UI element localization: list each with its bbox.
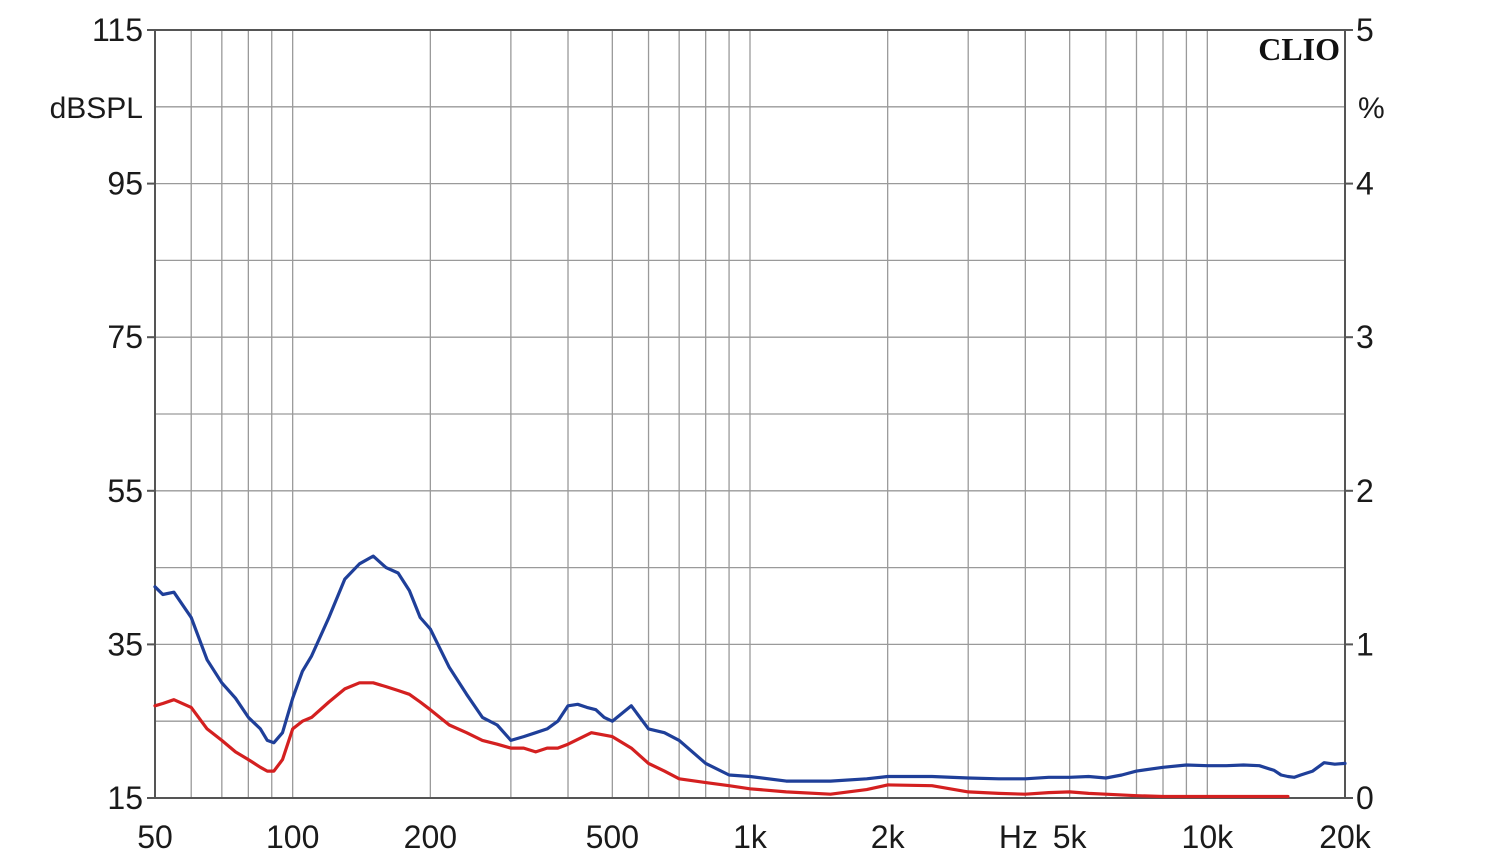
labels-layer: 50 100 200 500 1k 2k 5k 10k 20k 115 95 75 55 35 15 5 4 3 2… [92,12,1374,855]
x-tick-label: 10k [1182,819,1235,855]
y-left-tick-label: 55 [107,473,143,509]
x-tick-label: 100 [266,819,319,855]
plot-frame [154,29,1346,799]
y-left-tick-label: 15 [107,780,143,816]
series-layer [153,554,1347,799]
y-right-tick-label: 4 [1356,166,1374,202]
brand-logo: CLIO [1258,31,1340,67]
x-tick-label: 500 [586,819,639,855]
x-tick-label: 20k [1319,819,1372,855]
x-tick-label: 50 [137,819,173,855]
y-right-tick-label: 5 [1356,12,1374,48]
y-right-tick-label: 3 [1356,319,1374,355]
y-right-axis-label: % [1358,92,1385,125]
grid [155,30,1345,798]
x-tick-label: 2k [871,819,906,855]
y-right-tick-label: 0 [1356,780,1374,816]
y-right-tick-label: 1 [1356,626,1374,662]
y-right-tick-label: 2 [1356,473,1374,509]
y-left-tick-label: 115 [92,12,143,48]
x-axis-unit-label: Hz [999,819,1038,855]
x-tick-label: 5k [1053,819,1088,855]
y-left-tick-label: 95 [107,166,143,202]
series-line-2 [153,681,1290,799]
y-left-tick-label: 75 [107,319,143,355]
x-tick-label: 1k [733,819,768,855]
y-left-axis-label: dBSPL [50,92,143,125]
y-left-tick-label: 35 [107,626,143,662]
x-tick-label: 200 [404,819,457,855]
series-line-1 [153,554,1347,783]
